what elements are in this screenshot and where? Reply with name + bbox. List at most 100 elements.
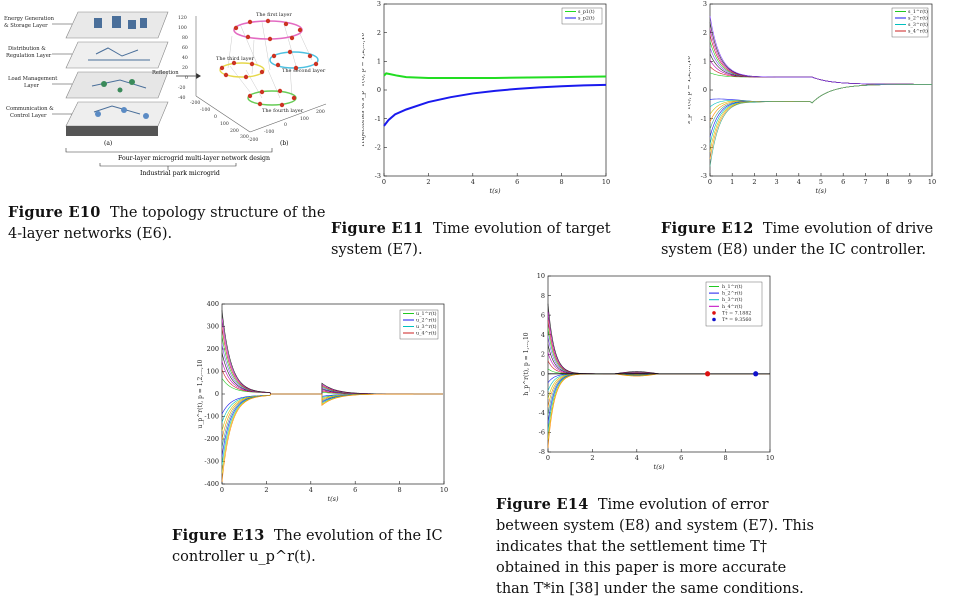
y-tick-label: -1 [375,115,381,123]
fig11-legend: s_p1(t)s_p2(t) [561,7,603,25]
x-tick-label: 4 [309,486,313,494]
x-tick-label: 0 [546,454,550,462]
label-first-layer: The first layer [256,12,292,18]
fig12-caption: Figure E12 Time evolution of drive syste… [661,220,934,258]
y-tick-label: -400 [204,480,219,488]
y-tick-label: 3 [377,0,381,8]
x-tick-label: 8 [886,178,890,186]
y-tick-label: 3 [703,0,707,8]
svg-text:200: 200 [230,128,239,134]
x-tick-label: 5 [819,178,823,186]
x-tick-label: 0 [382,178,386,186]
settle-time-marker [704,371,711,377]
fig13-chart: 0 2 4 6 8 10 400 300 200 100 0 -100 -200 -300 -400 t(s)… [197,300,448,503]
x-tick-label: 6 [841,178,845,186]
y-tick-label: -3 [701,172,707,180]
svg-text:0: 0 [214,114,217,120]
svg-text:Regulation Layer: Regulation Layer [6,53,52,59]
x-tick-label: 1 [730,178,734,186]
y-tick-label: 2 [377,29,381,37]
layer-label-distribution: Distribution & [8,46,46,52]
legend-entry: h_4^r(t) [722,303,743,310]
x-tick-label: 10 [440,486,448,494]
y-tick-label: -6 [539,429,545,437]
y-tick-label: -2 [375,144,381,152]
svg-text:100: 100 [178,25,187,31]
x-tick-label: 2 [264,486,268,494]
x-tick-label: 3 [775,178,779,186]
svg-text:300: 300 [240,134,249,140]
x-tick-label: 0 [220,486,224,494]
x-tick-label: 10 [928,178,936,186]
svg-text:-100: -100 [264,129,274,135]
y-tick-label: -300 [204,458,219,466]
y-tick-label: 2 [703,29,707,37]
svg-text:-200: -200 [248,137,258,143]
legend-entry: s_4^r(t) [908,28,928,35]
layer-label-energy: Energy Generation [4,16,55,22]
svg-text:40: 40 [182,55,188,61]
y-tick-label: 0 [377,86,381,94]
legend-box [399,309,439,340]
y-tick-label: 10 [537,272,545,280]
x-tick-label: 6 [679,454,683,462]
sublabel-a: (a) [104,140,112,147]
label-third-layer: The third layer [216,56,254,62]
x-tick-label: 10 [766,454,774,462]
y-tick-label: -3 [375,172,381,180]
y-axis-label: h_p^r(t), p = 1,...,10 [523,332,530,395]
y-tick-label: 8 [541,292,545,300]
y-axis-label: Trajectories of s_p^r(t), p = 1,2,...,10 [362,33,366,148]
x-tick-label: 4 [635,454,639,462]
y-tick-label: -8 [539,448,545,456]
fig10-topology-image: Energy Generation & Storage Layer Distri… [4,11,327,177]
x-tick-label: 6 [515,178,519,186]
x-tick-label: 2 [426,178,430,186]
svg-text:80: 80 [182,35,188,41]
x-tick-label: 10 [602,178,610,186]
fig14-caption: Figure E14 Time evolution of error betwe… [496,496,814,597]
x-tick-label: 4 [471,178,475,186]
y-tick-label: 0 [703,86,707,94]
y-tick-label: 200 [207,345,219,353]
y-tick-label: -1 [701,115,707,123]
fig10-caption: Figure E10 The topology structure of the… [8,204,326,242]
series-line-1 [383,72,607,79]
y-tick-label: -2 [539,390,545,398]
svg-text:Control Layer: Control Layer [10,113,47,119]
y-tick-label: 6 [541,311,545,319]
x-tick-label: 8 [724,454,728,462]
label-second-layer: The second layer [282,68,326,74]
x-axis-label: t(s) [327,495,338,503]
x-axis-label: t(s) [653,463,664,471]
layer-plates [65,11,169,136]
legend-entry: s_1^r(t) [908,8,928,15]
layer-label-load: Load Management [8,76,58,82]
svg-text:-100: -100 [200,107,210,113]
legend-entry: h_3^r(t) [722,296,743,303]
fig13-caption: Figure E13 The evolution of the IC contr… [172,527,443,565]
svg-text:-20: -20 [178,85,185,91]
legend-entry: s_3^r(t) [908,21,928,28]
x-tick-label: 2 [590,454,594,462]
y-tick-label: 300 [207,323,219,331]
svg-text:200: 200 [316,109,325,115]
label-fourth-layer: The fourth layer [262,108,304,114]
legend-entry: s_2^r(t) [908,15,928,22]
svg-text:60: 60 [182,45,188,51]
fig11-caption: Figure E11 Time evolution of target syst… [331,220,611,258]
svg-text:-200: -200 [190,100,200,106]
y-tick-label: 0 [541,370,545,378]
x-tick-label: 4 [797,178,801,186]
legend-entry: h_2^r(t) [722,290,743,297]
x-tick-label: 2 [752,178,756,186]
controller-line [221,393,443,483]
x-tick-label: 7 [863,178,867,186]
y-tick-label: -200 [204,435,219,443]
y-tick-label: 4 [541,331,545,339]
legend-box [891,7,929,38]
fig14-legend: h_1^r(t)h_2^r(t)h_3^r(t)h_4^r(t)T† = 7.1… [705,281,763,327]
y-tick-label: 100 [207,368,219,376]
y-tick-label: 0 [215,390,219,398]
bottom-label: Industrial park microgrid [140,170,220,177]
